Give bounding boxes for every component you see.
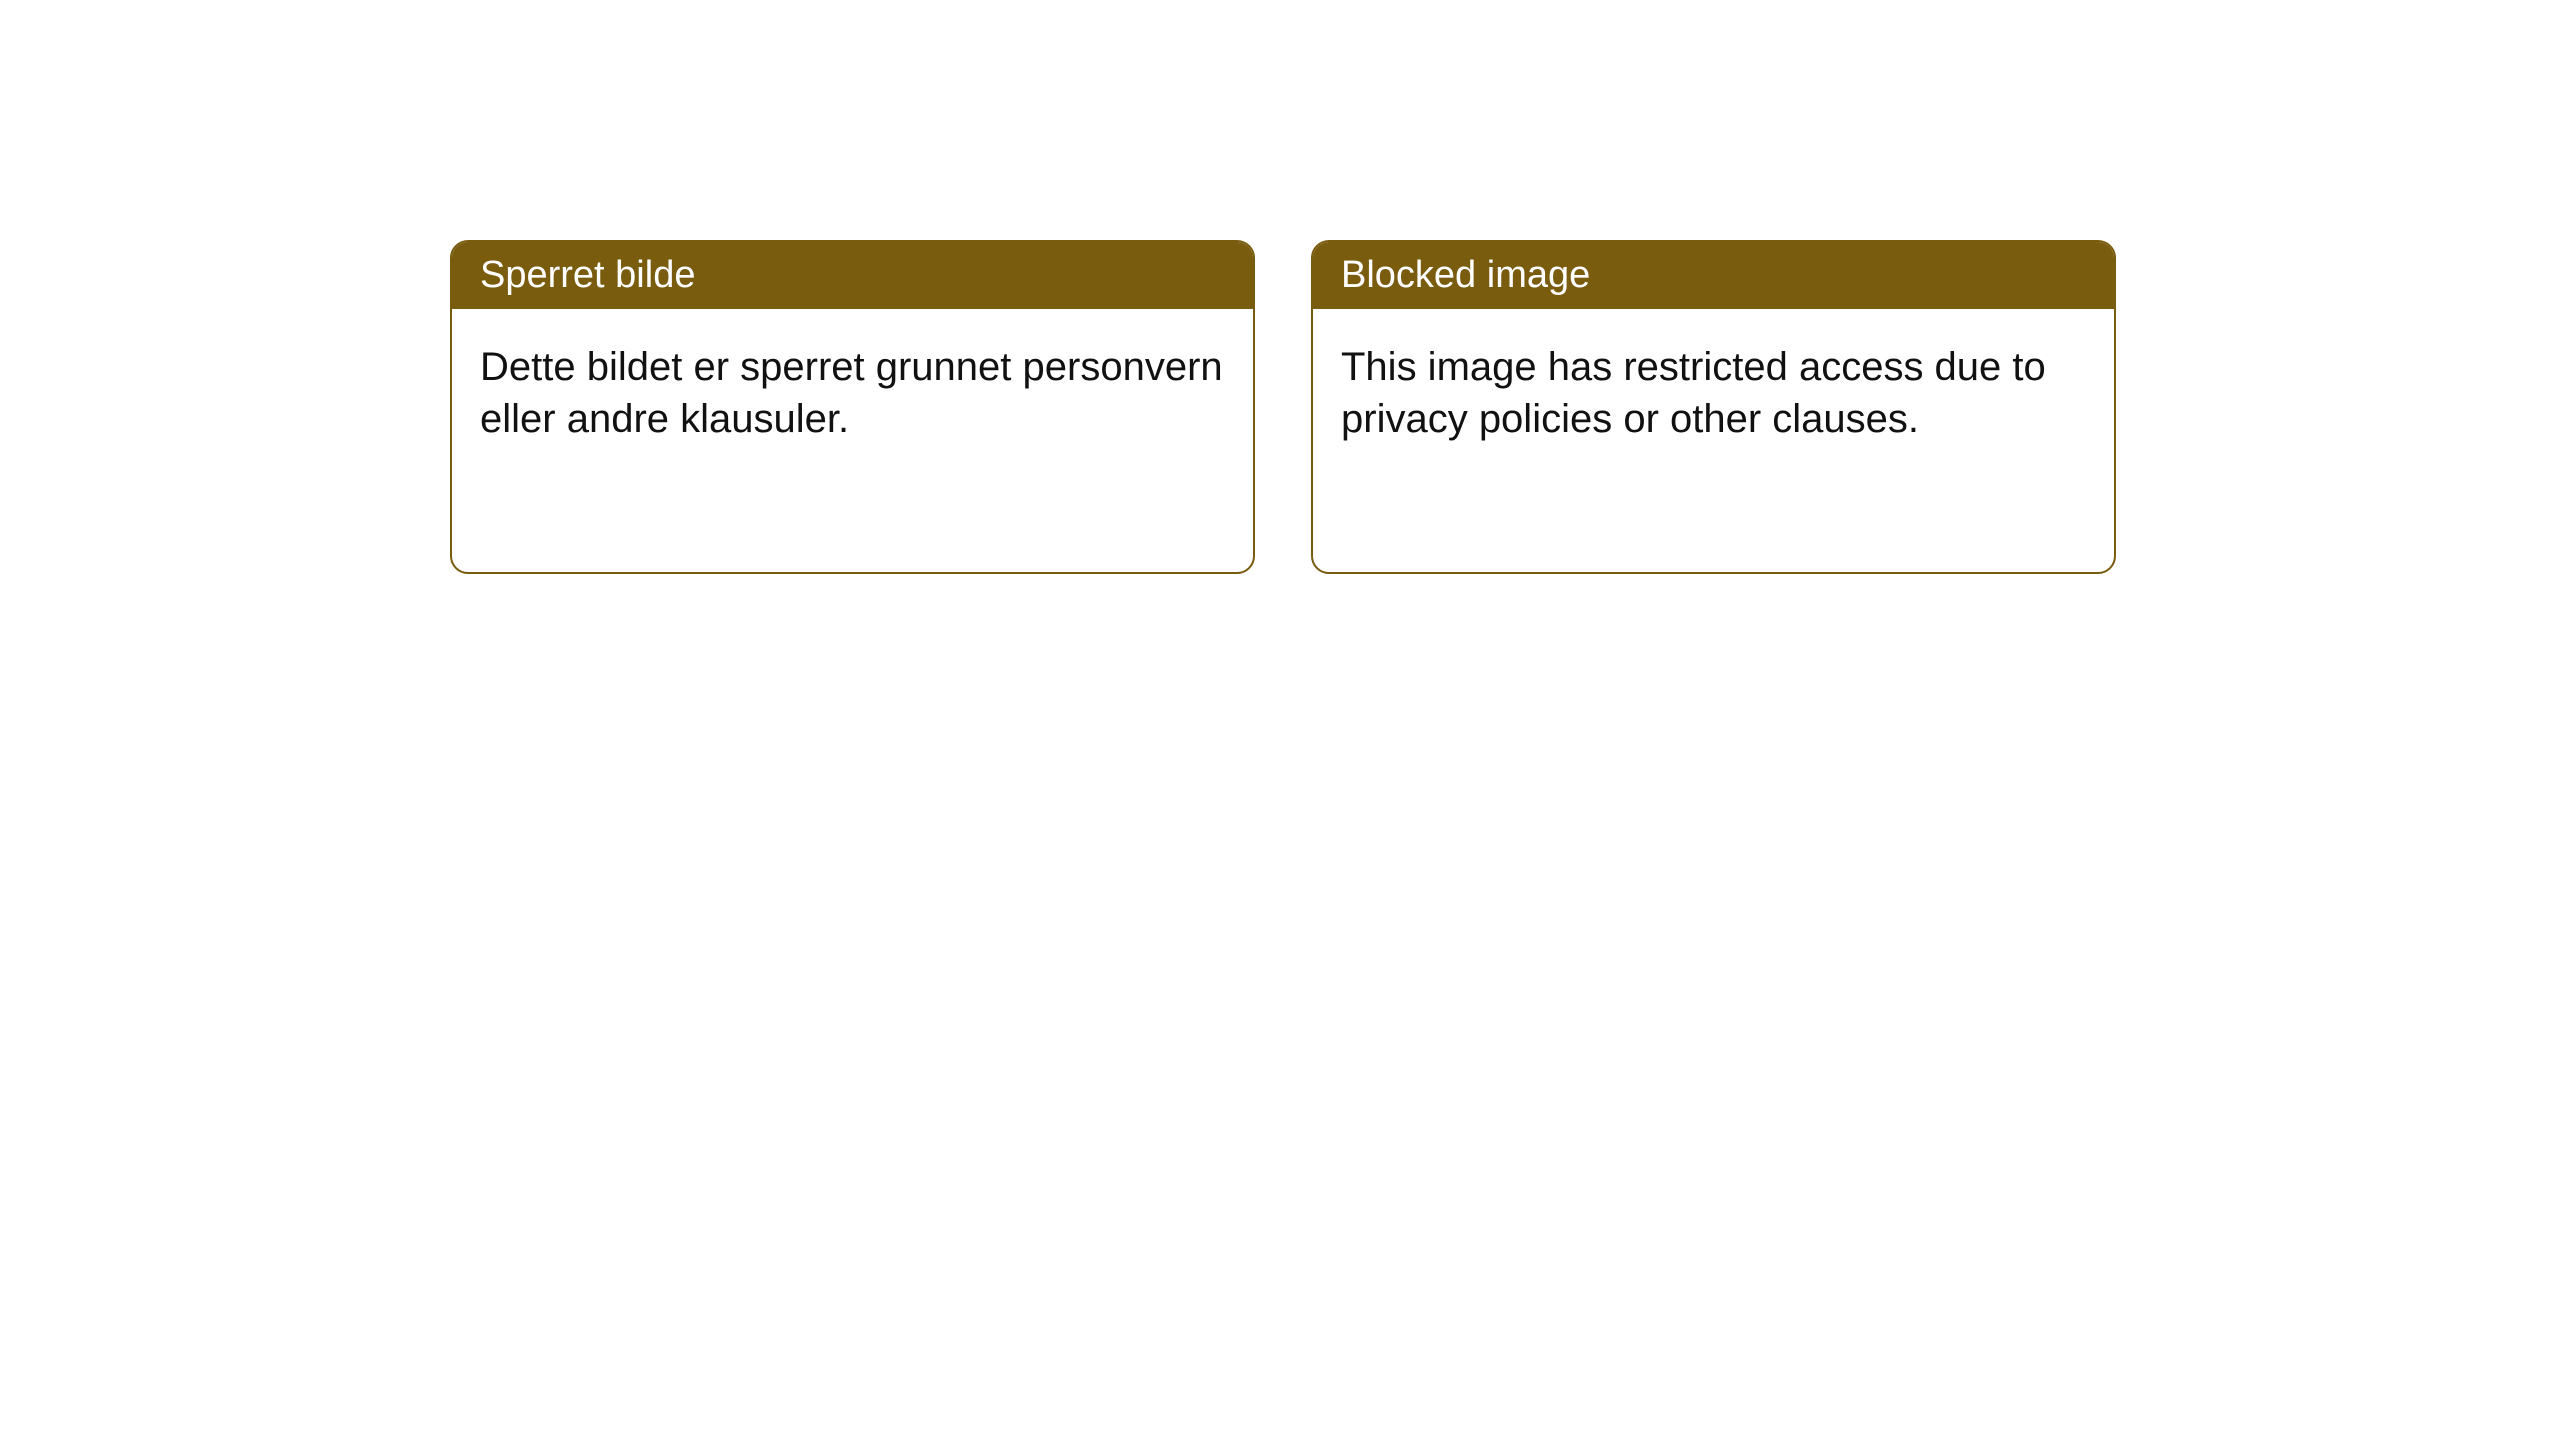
- notice-body-norwegian: Dette bildet er sperret grunnet personve…: [452, 309, 1253, 477]
- notice-container: Sperret bilde Dette bildet er sperret gr…: [450, 240, 2116, 574]
- notice-header-norwegian: Sperret bilde: [452, 242, 1253, 309]
- notice-header-english: Blocked image: [1313, 242, 2114, 309]
- notice-body-english: This image has restricted access due to …: [1313, 309, 2114, 477]
- notice-box-norwegian: Sperret bilde Dette bildet er sperret gr…: [450, 240, 1255, 574]
- notice-box-english: Blocked image This image has restricted …: [1311, 240, 2116, 574]
